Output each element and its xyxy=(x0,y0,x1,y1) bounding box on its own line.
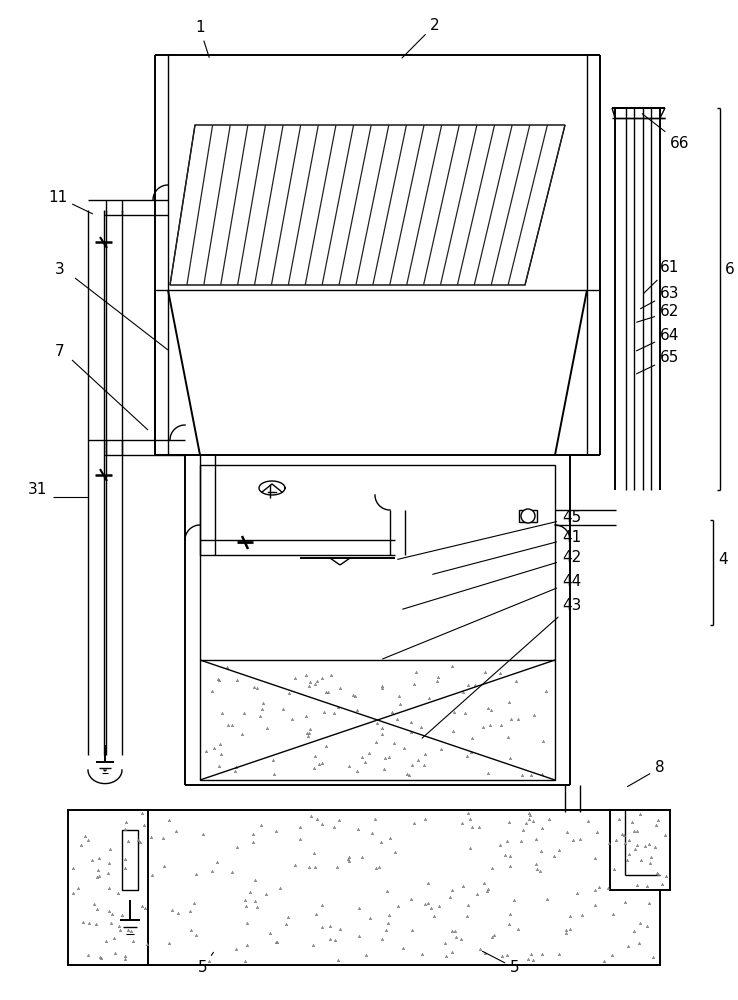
Bar xyxy=(610,810,670,890)
Text: 65: 65 xyxy=(636,351,680,374)
Text: 8: 8 xyxy=(627,760,665,787)
Text: 62: 62 xyxy=(637,304,680,322)
Text: 42: 42 xyxy=(403,550,582,609)
Circle shape xyxy=(521,509,535,523)
Text: 31: 31 xyxy=(28,483,47,497)
Text: 2: 2 xyxy=(402,17,440,58)
Bar xyxy=(68,810,148,965)
Bar xyxy=(519,510,537,522)
Polygon shape xyxy=(170,125,565,285)
Text: 66: 66 xyxy=(642,114,689,150)
Text: 11: 11 xyxy=(48,190,92,214)
Bar xyxy=(200,465,555,780)
Text: 43: 43 xyxy=(422,597,582,738)
Text: 3: 3 xyxy=(55,262,65,277)
Text: 63: 63 xyxy=(641,286,680,309)
Text: 1: 1 xyxy=(195,20,209,57)
Text: 5: 5 xyxy=(198,952,213,976)
Text: 4: 4 xyxy=(718,552,728,568)
Text: 61: 61 xyxy=(644,260,680,293)
Bar xyxy=(100,810,660,965)
Text: 64: 64 xyxy=(636,328,680,351)
Text: 6: 6 xyxy=(725,262,735,277)
Text: 41: 41 xyxy=(432,530,582,574)
Text: 5: 5 xyxy=(483,951,520,976)
Bar xyxy=(122,830,138,890)
Text: 7: 7 xyxy=(55,344,65,360)
Text: 44: 44 xyxy=(382,574,582,659)
Text: 45: 45 xyxy=(398,510,582,559)
